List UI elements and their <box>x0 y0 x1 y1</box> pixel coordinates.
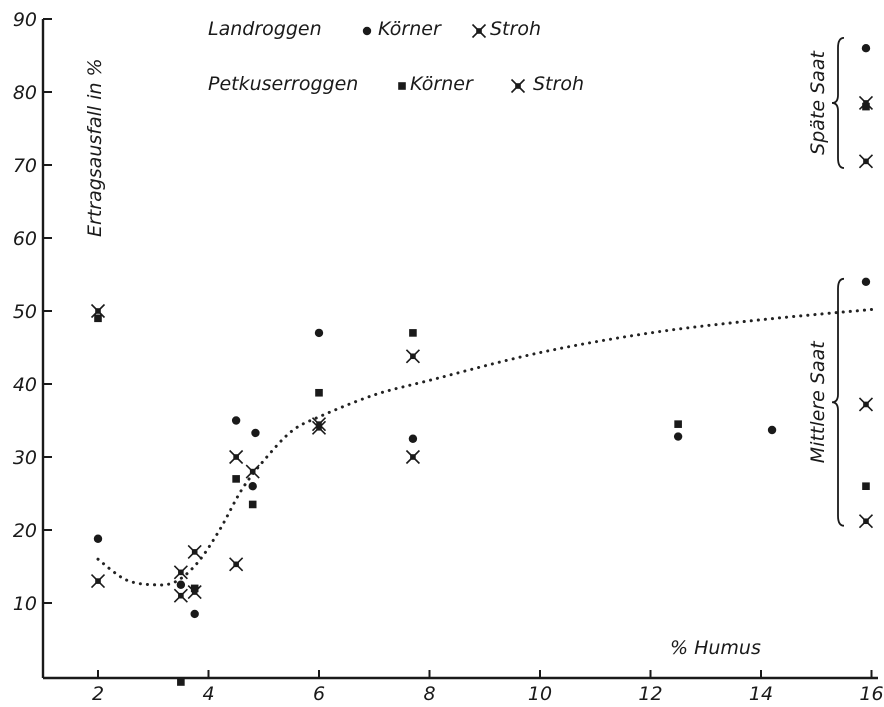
point-petkuserroggen-koerner <box>177 678 185 686</box>
y-ticks: 10 20 30 40 50 60 70 80 90 <box>13 9 52 615</box>
data-points <box>90 44 874 686</box>
point-landroggen-stroh <box>90 574 106 589</box>
x-axis-label: % Humus <box>670 637 761 659</box>
legend-marker <box>471 23 487 39</box>
x-tick-label: 10 <box>528 683 552 705</box>
annotation-label: Späte Saat <box>807 50 829 155</box>
point-landroggen-stroh <box>311 417 327 432</box>
x-tick-label: 2 <box>92 683 104 705</box>
point-petkuserroggen-koerner <box>862 482 870 490</box>
point-petkuserroggen-koerner <box>94 314 102 323</box>
legend-group-landroggen: Landroggen <box>208 18 322 40</box>
point-landroggen-koerner <box>408 434 418 443</box>
legend: Landroggen Körner Stroh Petkuserroggen K… <box>208 18 584 95</box>
point-petkuserroggen-koerner <box>232 475 240 483</box>
point-landroggen-koerner <box>248 482 257 491</box>
point-landroggen-koerner <box>767 425 777 435</box>
x-tick-label: 4 <box>202 683 214 705</box>
point-landroggen-stroh <box>187 544 202 559</box>
annotation-label: Mittlere Saat <box>807 340 829 463</box>
point-petkuserroggen-koerner <box>862 102 870 111</box>
point-landroggen-stroh <box>173 565 188 580</box>
point-petkuserroggen-stroh <box>229 557 244 572</box>
legend-label-landroggen-stroh: Stroh <box>490 18 541 40</box>
point-landroggen-koerner <box>231 416 241 425</box>
point-landroggen-koerner <box>314 328 324 338</box>
legend-label-petkuserroggen-koerner: Körner <box>410 73 474 95</box>
point-landroggen-koerner <box>176 580 186 589</box>
legend-marker-petkuserroggen-stroh <box>510 78 526 94</box>
y-tick-label: 80 <box>13 82 37 104</box>
axes <box>41 19 878 680</box>
legend-label-landroggen-koerner: Körner <box>378 18 442 40</box>
annotations: Späte Saat Mittlere Saat <box>807 37 845 527</box>
y-tick-label: 20 <box>13 520 37 542</box>
x-tick-label: 12 <box>638 683 662 705</box>
point-petkuserroggen-koerner <box>315 388 323 397</box>
point-petkuserroggen-stroh <box>405 349 420 364</box>
legend-marker <box>362 26 372 36</box>
point-landroggen-stroh <box>229 449 244 465</box>
x-ticks: 2 4 6 8 10 12 14 16 <box>92 670 884 705</box>
point-petkuserroggen-koerner <box>409 329 417 337</box>
annotation-brace <box>831 37 845 169</box>
y-tick-label: 70 <box>13 155 37 177</box>
point-petkuserroggen-stroh <box>858 154 874 169</box>
point-petkuserroggen-stroh <box>90 303 106 319</box>
y-axis-label: Ertragsausfall in % <box>84 58 106 237</box>
point-landroggen-stroh <box>245 464 260 479</box>
point-landroggen-koerner <box>861 44 871 53</box>
point-landroggen-koerner <box>673 432 683 441</box>
point-landroggen-koerner <box>190 609 199 619</box>
point-petkuserroggen-koerner <box>674 420 682 428</box>
point-petkuserroggen-stroh <box>173 588 188 603</box>
trend-curve <box>96 308 873 587</box>
legend-marker <box>510 78 526 94</box>
point-petkuserroggen-koerner <box>190 584 199 593</box>
y-tick-label: 90 <box>13 9 37 31</box>
y-tick-label: 30 <box>13 447 37 469</box>
point-petkuserroggen-stroh <box>187 584 202 600</box>
point-landroggen-koerner <box>93 534 103 543</box>
point-landroggen-koerner <box>861 277 871 286</box>
legend-group-petkuserroggen: Petkuserroggen <box>208 73 358 95</box>
point-petkuserroggen-stroh <box>858 514 874 529</box>
y-tick-label: 10 <box>13 593 37 615</box>
point-petkuserroggen-koerner <box>248 500 257 509</box>
x-tick-label: 14 <box>749 683 773 705</box>
legend-marker-petkuserroggen-koerner <box>398 82 406 90</box>
legend-marker-landroggen-stroh <box>471 23 487 39</box>
point-landroggen-stroh <box>858 397 874 412</box>
y-tick-label: 60 <box>13 228 37 250</box>
legend-marker-landroggen-koerner <box>362 26 372 36</box>
point-landroggen-koerner <box>251 428 260 438</box>
annotation-brace <box>831 277 845 527</box>
point-petkuserroggen-stroh <box>311 420 327 435</box>
x-tick-label: 8 <box>423 683 435 705</box>
y-tick-label: 40 <box>13 374 37 396</box>
x-tick-label: 16 <box>859 683 883 705</box>
x-tick-label: 6 <box>313 683 325 705</box>
legend-marker <box>398 82 406 90</box>
y-tick-label: 50 <box>13 301 37 323</box>
legend-label-petkuserroggen-stroh: Stroh <box>533 73 584 95</box>
point-landroggen-stroh <box>405 449 420 465</box>
